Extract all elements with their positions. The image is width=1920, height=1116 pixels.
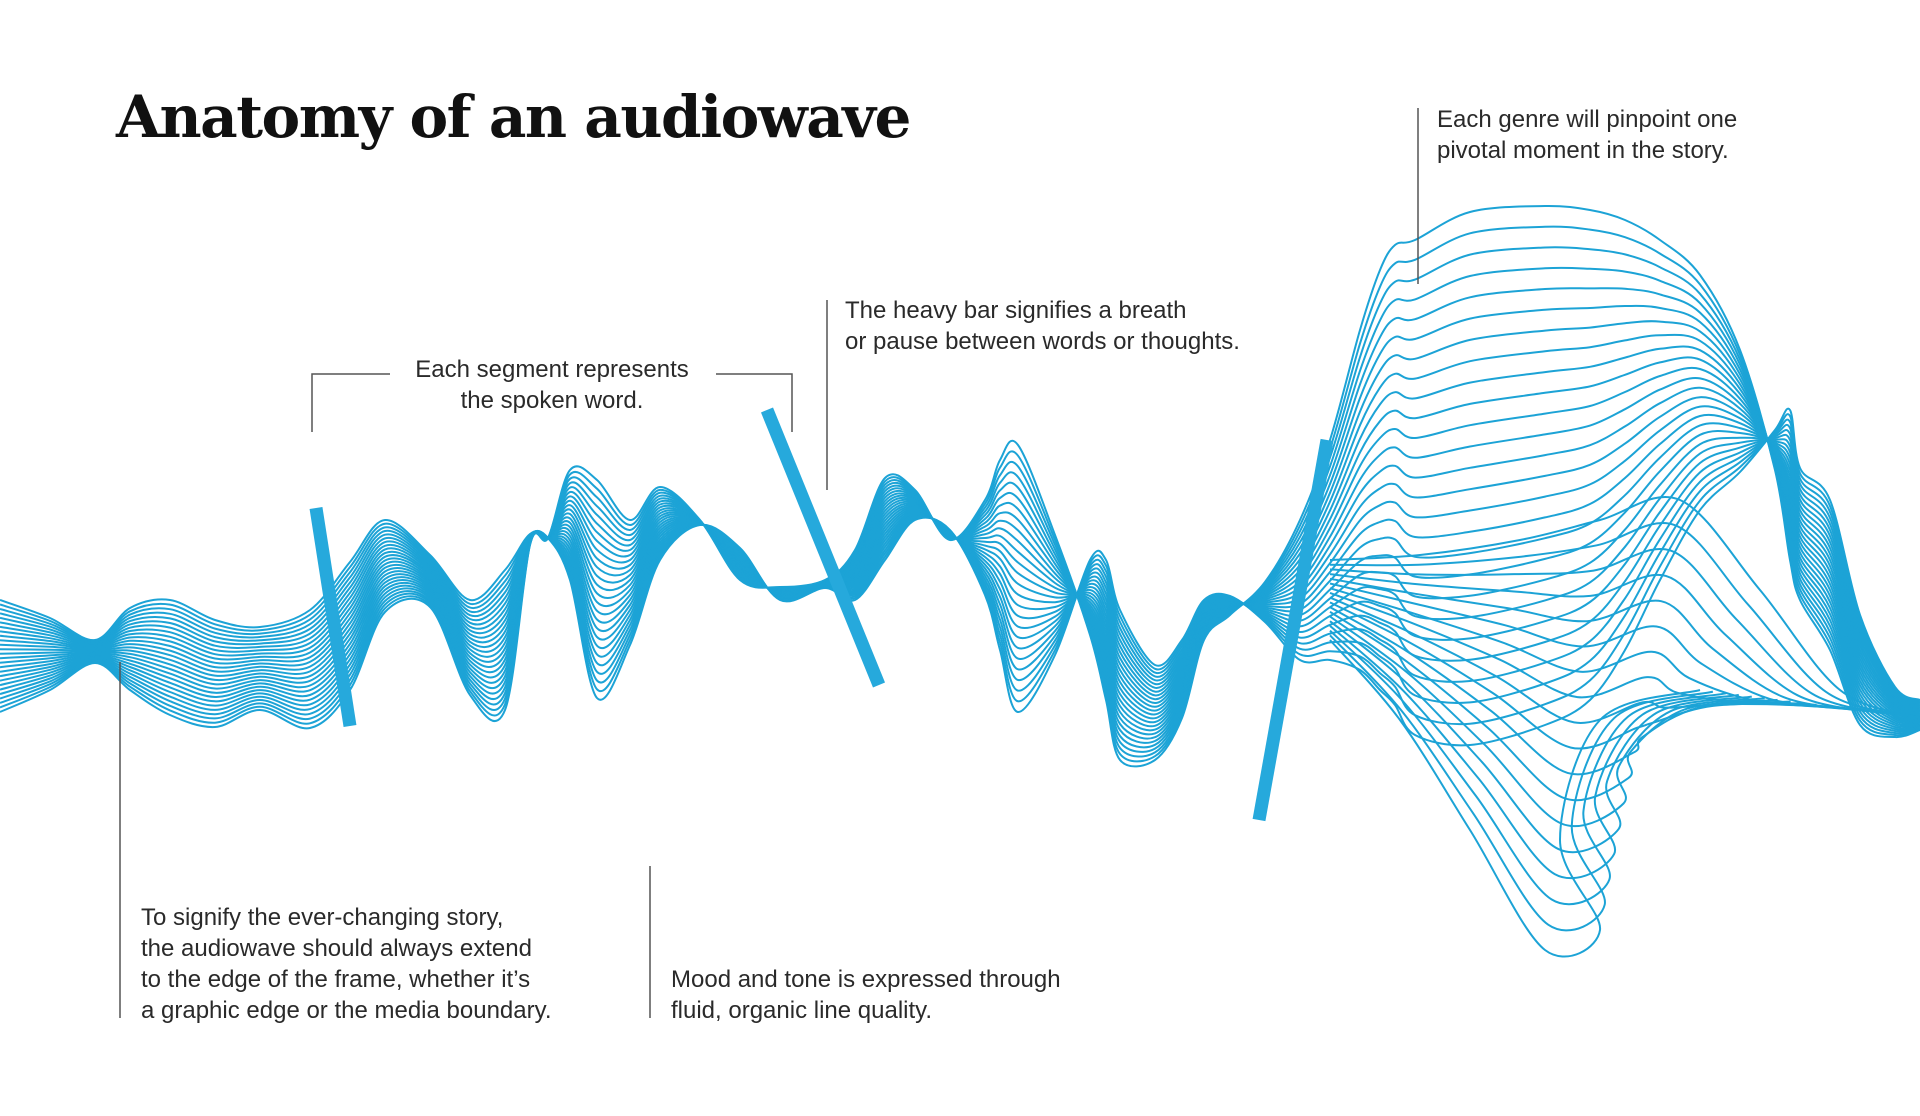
mood-annotation: Mood and tone is expressed through fluid… <box>671 964 1061 1026</box>
segment-annotation-line-1: Each segment represents <box>415 356 689 383</box>
mood-annotation-line-2: fluid, organic line quality. <box>671 997 933 1024</box>
wave-line <box>0 413 1920 714</box>
wave-line <box>0 405 1920 715</box>
wave-line <box>0 266 1920 753</box>
heavy-bars <box>309 407 1334 822</box>
wave-line <box>0 225 1920 763</box>
wave-line <box>0 366 1920 724</box>
genre-annotation: Each genre will pinpoint one pivotal mom… <box>1437 104 1737 166</box>
audiowave-lines <box>0 204 1920 958</box>
wave-tail-line <box>1329 634 1714 932</box>
wave-tail-line <box>1329 610 1778 802</box>
wave-line <box>0 333 1920 736</box>
wave-tail-line <box>1329 548 1895 716</box>
wave-line <box>0 413 1920 726</box>
wave-line <box>0 204 1920 768</box>
segment-bracket-right <box>716 373 793 432</box>
edge-annotation-line-3: to the edge of the frame, whether it’s <box>141 966 531 993</box>
wave-line <box>0 436 1920 710</box>
wave-line <box>0 429 1920 711</box>
wave-tail-line <box>1329 639 1701 958</box>
page-title: Anatomy of an audiowave <box>116 83 911 151</box>
wave-line <box>0 423 1920 705</box>
mood-annotation-line-1: Mood and tone is expressed through <box>671 966 1061 993</box>
heavy-bar-2 <box>760 407 886 688</box>
wave-line <box>0 429 1920 706</box>
wave-tail-line <box>1329 573 1882 715</box>
wave-tail-line <box>1329 582 1856 711</box>
wave-tail-line <box>1329 615 1765 828</box>
genre-annotation-line-2: pivotal moment in the story. <box>1437 137 1729 164</box>
leader-lines <box>119 108 1419 1018</box>
wave-line <box>0 345 1920 732</box>
wave-line <box>0 287 1920 749</box>
wave-line <box>0 356 1920 728</box>
bar-annotation-line-2: or pause between words or thoughts. <box>845 328 1240 355</box>
wave-line <box>0 407 1920 747</box>
segment-annotation: Each segment represents the spoken word. <box>402 354 702 416</box>
wave-tail-line <box>1329 606 1791 776</box>
wave-tail-line <box>1329 629 1727 906</box>
wave-tail-line <box>1329 620 1752 854</box>
segment-bracket-left <box>311 373 390 432</box>
wave-tail-line <box>1329 625 1740 880</box>
wave-tail-line <box>1329 522 1908 718</box>
segment-annotation-line-2: the spoken word. <box>460 387 644 414</box>
wave-line <box>0 377 1920 720</box>
bar-annotation-line-1: The heavy bar signifies a breath <box>845 297 1187 324</box>
wave-line <box>0 422 1920 713</box>
wave-tail-line <box>1329 495 1920 719</box>
wave-line <box>0 396 1920 717</box>
wave-line <box>0 320 1920 740</box>
wave-line <box>0 418 1920 704</box>
wave-line <box>0 386 1920 718</box>
heavy-bar-3 <box>1252 438 1334 822</box>
bar-annotation: The heavy bar signifies a breath or paus… <box>845 295 1240 357</box>
edge-annotation-line-2: the audiowave should always extend <box>141 935 532 962</box>
heavy-bar-1 <box>309 506 357 728</box>
wave-line <box>0 438 1920 709</box>
edge-annotation-line-1: To signify the ever-changing story, <box>141 904 504 931</box>
wave-line <box>0 433 1920 707</box>
wave-line <box>0 246 1920 758</box>
genre-annotation-line-1: Each genre will pinpoint one <box>1437 106 1738 133</box>
wave-tail-line <box>1329 577 1869 713</box>
edge-annotation-line-4: a graphic edge or the media boundary. <box>141 997 552 1024</box>
wave-line <box>0 304 1920 744</box>
edge-annotation: To signify the ever-changing story, the … <box>141 902 552 1026</box>
